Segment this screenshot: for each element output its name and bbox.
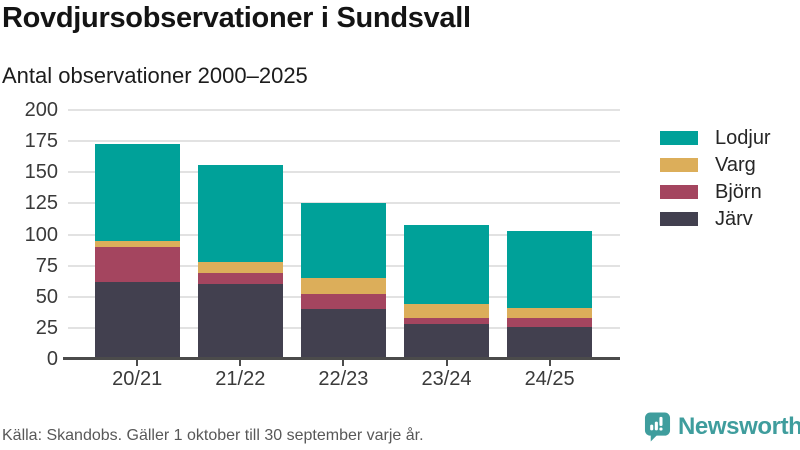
x-axis-tick: [342, 360, 345, 366]
bar-segment-järv: [197, 284, 283, 359]
gridline-200: [68, 109, 620, 111]
bar-segment-varg: [300, 278, 386, 295]
legend-swatch-bjorn: [660, 185, 698, 199]
newsworthy-wordmark: Newsworthy: [678, 412, 800, 440]
legend-item-lodjur: Lodjur: [660, 127, 771, 149]
bar-column-24-25: [507, 230, 593, 359]
y-axis-tick-label: 25: [35, 316, 58, 339]
newsworthy-logo: Newsworthy: [644, 411, 800, 442]
x-axis-tick: [445, 360, 448, 366]
bar-segment-björn: [94, 246, 180, 282]
y-axis-tick-label: 100: [24, 223, 58, 246]
bar-segment-järv: [300, 309, 386, 359]
x-axis-tick: [136, 360, 139, 366]
bar-segment-varg: [404, 304, 489, 318]
bar-segment-varg: [507, 307, 593, 318]
legend-label-jarv: Järv: [715, 207, 753, 230]
legend-label-bjorn: Björn: [715, 180, 762, 203]
chart-legend: Lodjur Varg Björn Järv: [660, 127, 771, 239]
gridline-125: [68, 202, 620, 205]
x-axis-line: [63, 357, 620, 360]
bar-segment-björn: [507, 317, 593, 327]
x-axis-tick-label: 22/23: [318, 368, 369, 390]
legend-swatch-varg: [660, 158, 698, 172]
y-axis-tick-label: 50: [35, 285, 58, 308]
bar-segment-järv: [507, 326, 593, 359]
legend-label-lodjur: Lodjur: [715, 126, 771, 149]
x-axis-tick-label: 21/22: [215, 368, 266, 390]
y-axis-labels: 0 25 50 75 100 125 150 175 200: [0, 100, 58, 369]
newsworthy-speech-bubble-bar-chart-icon: [644, 412, 671, 442]
bar-segment-lodjur: [300, 203, 386, 279]
bar-segment-järv: [404, 324, 489, 359]
bar-column-20-21: [94, 143, 180, 359]
legend-item-varg: Varg: [660, 154, 771, 176]
y-axis-tick-label: 175: [24, 130, 58, 153]
legend-item-bjorn: Björn: [660, 181, 771, 203]
bar-column-22-23: [300, 203, 386, 359]
bar-segment-björn: [197, 273, 283, 285]
chart-subtitle: Antal observationer 2000–2025: [2, 63, 308, 88]
x-axis-tick: [239, 360, 242, 366]
bar-segment-björn: [404, 317, 489, 325]
legend-swatch-jarv: [660, 212, 698, 226]
bar-segment-lodjur: [404, 224, 489, 305]
bar-segment-lodjur: [197, 164, 283, 262]
bar-segment-varg: [94, 240, 180, 247]
gridline-150: [68, 171, 620, 174]
legend-swatch-lodjur: [660, 131, 698, 145]
x-axis-tick: [548, 360, 551, 366]
bar-segment-lodjur: [507, 230, 593, 308]
y-axis-tick-label: 125: [24, 192, 58, 215]
bar-column-23-24: [404, 224, 489, 359]
source-note: Källa: Skandobs. Gäller 1 oktober till 3…: [2, 427, 424, 444]
bar-segment-björn: [300, 294, 386, 310]
gridline-175: [68, 140, 620, 143]
bar-segment-järv: [94, 281, 180, 359]
x-axis-tick-label: 24/25: [524, 368, 575, 390]
y-axis-tick-label: 200: [24, 99, 58, 121]
bar-segment-varg: [197, 261, 283, 274]
y-axis-tick-label: 150: [24, 161, 58, 184]
bar-column-21-22: [197, 164, 283, 359]
bar-segment-lodjur: [94, 143, 180, 241]
chart-title: Rovdjursobservationer i Sundsvall: [2, 2, 471, 34]
y-axis-tick-label: 75: [35, 254, 58, 277]
legend-label-varg: Varg: [715, 153, 756, 176]
legend-item-jarv: Järv: [660, 208, 771, 230]
x-axis-tick-label: 23/24: [421, 368, 472, 390]
x-axis-tick-label: 20/21: [112, 368, 163, 390]
y-axis-tick-label: 0: [46, 348, 58, 370]
plot-area: 20/21 21/22 22/23 23/24 24/25: [66, 109, 620, 390]
